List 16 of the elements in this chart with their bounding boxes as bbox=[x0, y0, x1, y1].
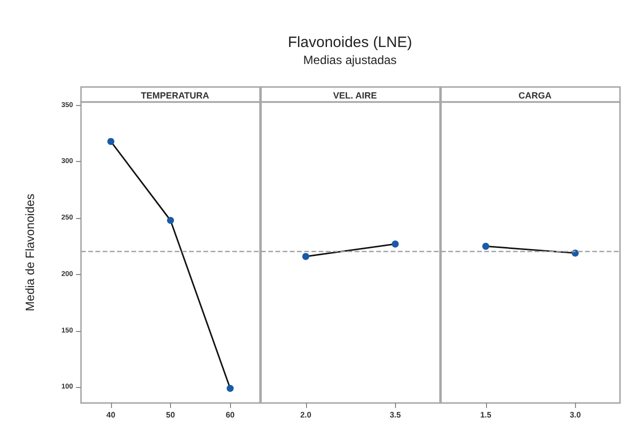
text: Medias ajustadas bbox=[302, 53, 398, 67]
x-tick-label: 60 bbox=[226, 410, 236, 420]
x-tick-label: 50 bbox=[166, 410, 176, 420]
x-tick-label: 3.0 bbox=[570, 410, 582, 420]
x-tick-label: 3.5 bbox=[390, 410, 402, 420]
x-tick-label: 1.5 bbox=[480, 410, 492, 420]
point bbox=[226, 384, 234, 392]
x-tick-label: 40 bbox=[106, 410, 116, 420]
x-tick-label: 2.0 bbox=[300, 410, 312, 420]
x-axis-title: CARGA bbox=[518, 90, 552, 100]
x-axis-title: TEMPERATURA bbox=[140, 90, 210, 100]
y-axis-title: Media de Flavonoides bbox=[23, 194, 37, 312]
text: Flavonoides (LNE) bbox=[286, 34, 414, 51]
point bbox=[107, 138, 114, 145]
x-axis-title: VEL. AIRE bbox=[333, 90, 377, 100]
point bbox=[167, 216, 174, 224]
